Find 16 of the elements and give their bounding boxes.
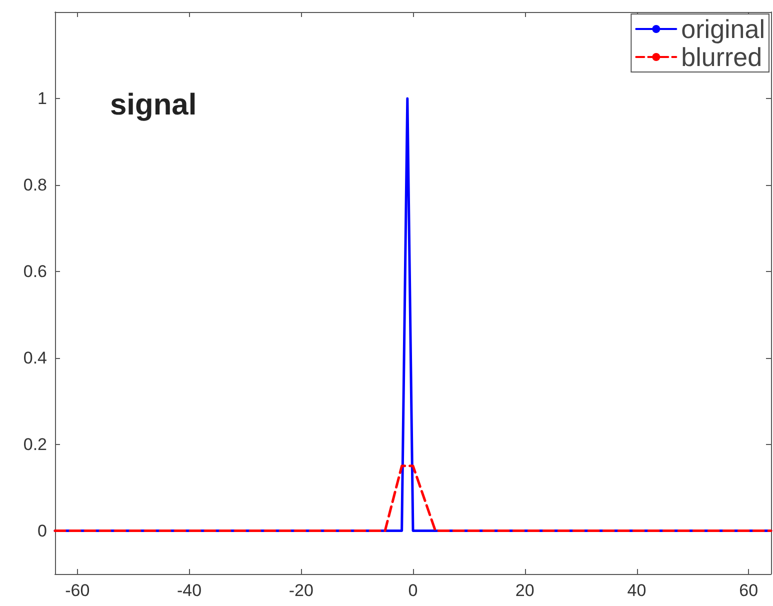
y-tick-label: 0.6 (23, 262, 47, 281)
y-tick-label: 0 (38, 521, 47, 540)
x-tick-label: -40 (176, 581, 202, 600)
y-tick-label: 0.4 (23, 348, 47, 368)
y-tick-label: 0.8 (23, 175, 47, 194)
x-tick-label: 0 (408, 581, 418, 600)
x-tick-label: -20 (288, 581, 314, 600)
x-tick-label: 40 (627, 581, 646, 600)
legend-label: blurred (681, 42, 762, 72)
y-tick-label: 0.2 (23, 434, 47, 454)
legend-label: original (681, 14, 765, 44)
x-tick-label: 20 (515, 581, 534, 600)
x-tick-label: 60 (739, 581, 758, 600)
y-tick-label: 1 (38, 88, 47, 108)
x-tick-label: -60 (65, 581, 90, 600)
annotation: signal (110, 88, 197, 122)
